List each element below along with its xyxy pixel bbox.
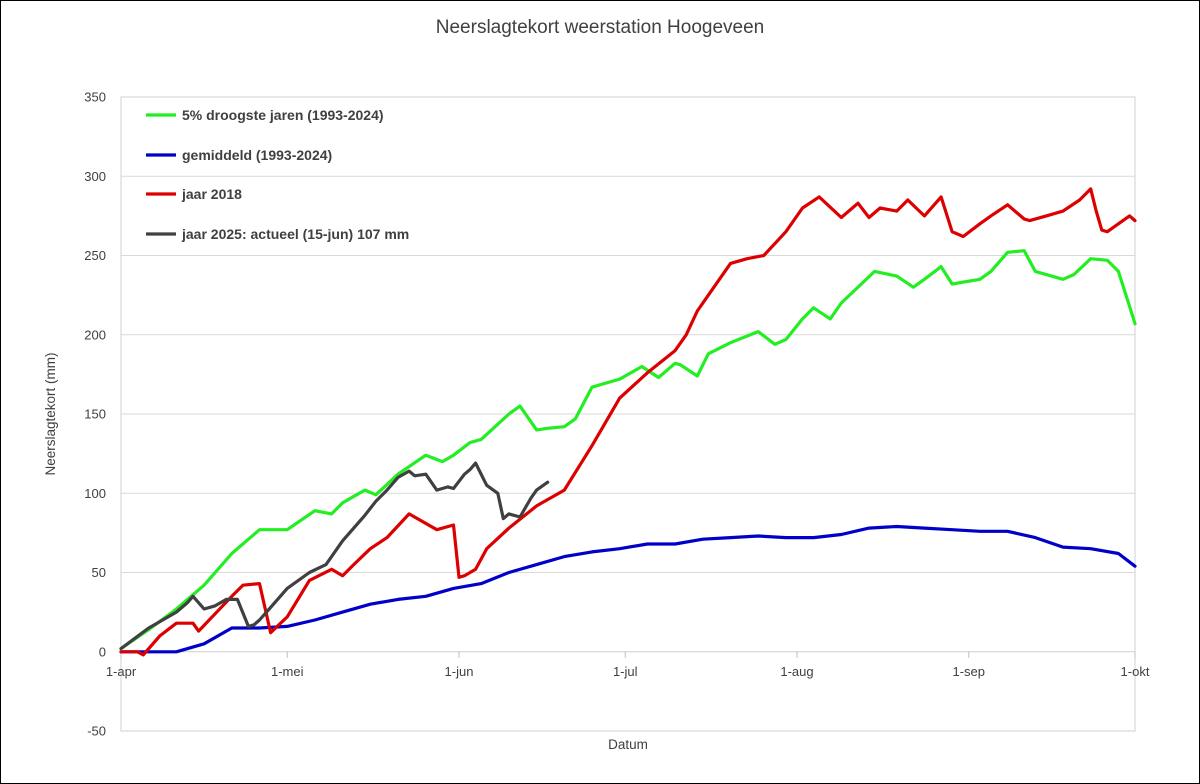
legend-label: 5% droogste jaren (1993-2024) bbox=[182, 107, 384, 123]
chart-title: Neerslagtekort weerstation Hoogeveen bbox=[435, 17, 765, 38]
y-tick-label: 0 bbox=[99, 644, 106, 659]
series-line-4 bbox=[119, 461, 550, 651]
legend-label: gemiddeld (1993-2024) bbox=[182, 147, 332, 163]
y-tick-label: 50 bbox=[92, 565, 106, 580]
y-tick-label: 250 bbox=[84, 248, 106, 263]
y-tick-label: 150 bbox=[84, 407, 106, 422]
y-axis-ticks: -50 0 50 100 150 200 250 300 350 bbox=[84, 90, 106, 739]
legend-label: jaar 2018 bbox=[181, 186, 242, 202]
series-line-1 bbox=[119, 249, 1137, 651]
y-tick-label: 350 bbox=[84, 90, 106, 105]
series-line-2 bbox=[119, 524, 1137, 654]
x-axis-title: Datum bbox=[608, 737, 648, 752]
y-axis-title: Neerslagtekort (mm) bbox=[43, 352, 58, 475]
x-tick-label: 1-mei bbox=[271, 664, 304, 679]
y-tick-label: 300 bbox=[84, 169, 106, 184]
series-lines bbox=[119, 187, 1137, 657]
x-tick-label: 1-sep bbox=[953, 664, 986, 679]
x-axis-ticks: 1-apr 1-mei 1-jun 1-jul 1-aug 1-sep 1-okt bbox=[106, 651, 1150, 679]
x-tick-label: 1-apr bbox=[106, 664, 137, 679]
legend-label: jaar 2025: actueel (15-jun) 107 mm bbox=[181, 226, 409, 242]
series-line-3 bbox=[119, 187, 1137, 657]
y-tick-label: -50 bbox=[87, 724, 106, 739]
x-tick-label: 1-jun bbox=[445, 664, 474, 679]
x-tick-label: 1-aug bbox=[780, 664, 813, 679]
y-tick-label: 200 bbox=[84, 327, 106, 342]
x-tick-label: 1-okt bbox=[1121, 664, 1150, 679]
x-tick-label: 1-jul bbox=[613, 664, 638, 679]
legend: 5% droogste jaren (1993-2024) gemiddeld (… bbox=[146, 107, 409, 242]
y-tick-label: 100 bbox=[84, 486, 106, 501]
gridlines bbox=[121, 175, 1135, 653]
